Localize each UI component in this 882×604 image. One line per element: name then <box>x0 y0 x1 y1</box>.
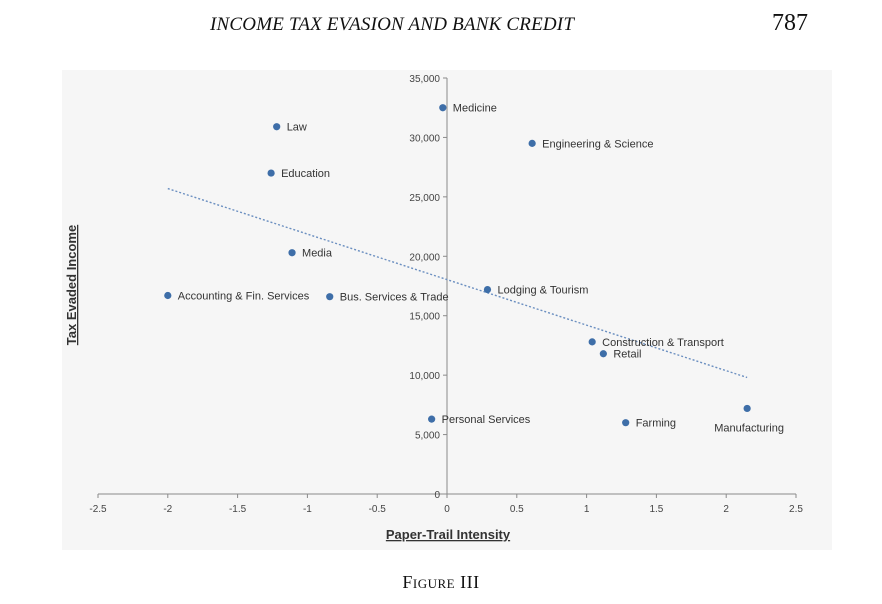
point-label: Construction & Transport <box>602 337 724 349</box>
data-point <box>622 419 630 427</box>
y-axis-label: Tax Evaded Income <box>64 225 79 345</box>
x-tick-label: -2.5 <box>89 504 107 515</box>
scatter-chart: -2.5 -2 -1.5 -1 -0.5 0 0.5 1 1.5 2 2.5 0 5,000 10,000… <box>64 74 803 542</box>
x-tick-label: -1.5 <box>229 504 247 515</box>
data-point <box>428 415 436 423</box>
point-label: Lodging & Tourism <box>497 285 588 297</box>
data-point <box>288 249 296 257</box>
figure-caption: Figure III <box>402 572 480 592</box>
chart-axes: -2.5 -2 -1.5 -1 -0.5 0 0.5 1 1.5 2 2.5 0 5,000 10,000… <box>89 74 803 515</box>
point-label: Education <box>281 168 330 180</box>
x-tick-label: 2.5 <box>789 504 803 515</box>
x-tick-label: -1 <box>303 504 312 515</box>
point-label: Media <box>302 248 333 260</box>
data-point <box>267 169 275 177</box>
data-points: Medicine Law Engineering & Science Educatio… <box>164 103 784 434</box>
y-tick-label: 5,000 <box>415 431 440 442</box>
point-label: Manufacturing <box>714 422 784 434</box>
y-tick-label: 0 <box>434 490 440 501</box>
data-point <box>588 338 596 346</box>
x-tick-label: 2 <box>723 504 729 515</box>
point-label: Retail <box>613 349 641 361</box>
point-label: Accounting & Fin. Services <box>178 291 310 303</box>
data-point <box>743 404 751 413</box>
data-point <box>483 285 492 294</box>
trend-line <box>167 187 748 379</box>
point-label: Law <box>287 122 307 134</box>
y-tick-label: 20,000 <box>409 252 440 263</box>
chart-area: -2.5 -2 -1.5 -1 -0.5 0 0.5 1 1.5 2 2.5 0 5,000 10,000… <box>62 70 832 550</box>
x-tick-label: 1 <box>584 504 590 515</box>
x-tick-label: -2 <box>163 504 172 515</box>
x-tick-label: 1.5 <box>649 504 663 515</box>
y-tick-label: 10,000 <box>409 371 440 382</box>
point-label: Bus. Services & Trade <box>340 292 449 304</box>
point-label: Personal Services <box>442 414 531 426</box>
y-tick-label: 30,000 <box>409 133 440 144</box>
y-tick-label: 25,000 <box>409 193 440 204</box>
x-tick-label: -0.5 <box>369 504 387 515</box>
data-point <box>528 139 536 147</box>
y-tick-label: 35,000 <box>409 74 440 85</box>
x-tick-label: 0.5 <box>510 504 524 515</box>
running-title: INCOME TAX EVASION AND BANK CREDIT <box>210 14 575 35</box>
data-point <box>326 293 334 301</box>
point-label: Medicine <box>453 103 497 115</box>
point-label: Engineering & Science <box>542 138 653 150</box>
y-tick-label: 15,000 <box>409 312 440 323</box>
x-axis-label: Paper-Trail Intensity <box>386 527 511 542</box>
data-point <box>273 123 281 131</box>
data-point <box>599 350 607 358</box>
page-number: 787 <box>772 10 808 36</box>
data-point <box>164 291 172 300</box>
point-label: Farming <box>636 418 676 430</box>
data-point <box>439 104 447 112</box>
x-tick-label: 0 <box>444 504 450 515</box>
